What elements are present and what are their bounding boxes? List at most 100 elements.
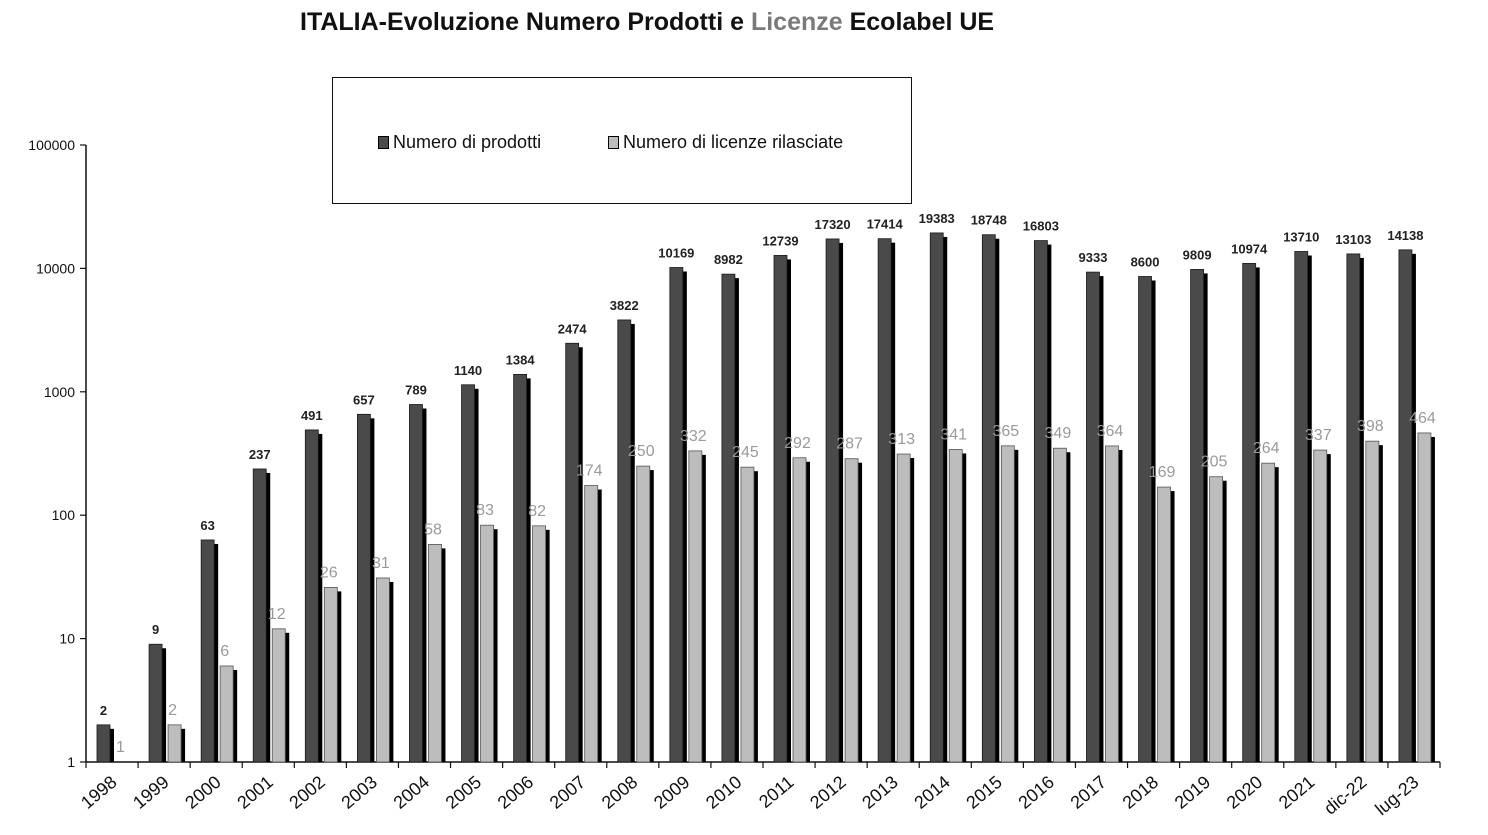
bar-products xyxy=(773,255,788,763)
bar-licenses xyxy=(428,543,442,763)
title-part: e xyxy=(723,8,751,36)
title-part: Ecolabel UE xyxy=(842,8,995,36)
data-label-products: 18748 xyxy=(971,213,1007,228)
data-label-products: 9333 xyxy=(1079,250,1108,265)
bar-products xyxy=(617,319,632,763)
bar-licenses xyxy=(1365,440,1380,763)
data-label-licenses: 2 xyxy=(168,702,177,719)
data-label-licenses: 26 xyxy=(320,564,338,581)
bar-products xyxy=(565,342,580,763)
bar-products xyxy=(1294,251,1309,763)
bar-licenses xyxy=(584,485,599,763)
legend-label-products: Numero di prodotti xyxy=(393,132,542,152)
data-label-licenses: 264 xyxy=(1253,440,1280,457)
x-tick-label: 2004 xyxy=(390,772,434,813)
legend: Numero di prodotti Numero di licenze ril… xyxy=(332,77,912,204)
y-tick-label: 1000 xyxy=(44,384,75,400)
bar-licenses xyxy=(167,724,182,763)
legend-item-licenses: Numero di licenze rilasciate xyxy=(608,132,843,153)
x-tick-label: 2013 xyxy=(858,772,902,813)
bar-licenses xyxy=(480,524,494,763)
data-label-products: 8600 xyxy=(1131,254,1160,269)
x-tick-label: 2011 xyxy=(755,772,798,812)
x-tick-label: 1998 xyxy=(77,772,121,813)
data-label-products: 2474 xyxy=(558,321,588,336)
bar-licenses xyxy=(948,449,963,763)
bar-licenses xyxy=(1157,486,1171,763)
bar-licenses xyxy=(1000,445,1015,763)
data-label-products: 63 xyxy=(200,518,214,533)
legend-swatch-products xyxy=(378,136,389,149)
y-tick-label: 10000 xyxy=(36,260,75,276)
bar-products xyxy=(304,429,319,763)
x-tick-label: 2000 xyxy=(181,772,225,813)
bar-products xyxy=(200,539,215,763)
data-label-products: 9809 xyxy=(1183,247,1212,262)
x-tick-label: 2020 xyxy=(1223,772,1267,813)
data-label-licenses: 205 xyxy=(1201,454,1228,471)
bar-licenses xyxy=(1052,447,1067,763)
x-tick-label: 1999 xyxy=(129,772,173,813)
data-label-licenses: 174 xyxy=(576,463,603,480)
x-tick-label: 2019 xyxy=(1171,772,1215,813)
data-label-products: 12739 xyxy=(762,233,798,248)
bar-products xyxy=(1033,240,1048,763)
bar-licenses xyxy=(896,453,911,763)
bar-licenses xyxy=(740,466,755,763)
x-tick-label: dic-22 xyxy=(1320,772,1370,819)
bar-products xyxy=(1086,271,1100,763)
x-tick-label: 2017 xyxy=(1067,772,1111,813)
data-label-licenses: 332 xyxy=(680,428,707,445)
bar-products xyxy=(461,384,475,763)
bar-products xyxy=(981,234,996,763)
bar-licenses xyxy=(1313,449,1328,763)
data-label-licenses: 287 xyxy=(836,436,863,453)
x-tick-label: 2005 xyxy=(442,772,486,813)
x-tick-label: 2007 xyxy=(546,772,590,813)
data-label-products: 17320 xyxy=(814,217,850,232)
data-label-products: 13103 xyxy=(1335,232,1371,247)
bar-licenses xyxy=(844,458,859,763)
bar-licenses xyxy=(1105,445,1119,763)
bar-products xyxy=(148,643,163,763)
title-part-products: Prodotti xyxy=(627,8,724,36)
bar-licenses xyxy=(532,525,547,763)
data-label-licenses: 313 xyxy=(888,431,915,448)
title-part: ITALIA-Evoluzione Numero xyxy=(300,8,628,36)
data-label-licenses: 464 xyxy=(1409,410,1436,427)
x-tick-label: 2009 xyxy=(650,772,694,813)
data-label-licenses: 349 xyxy=(1045,425,1072,442)
data-label-licenses: 250 xyxy=(628,443,655,460)
title-part-licenses: Licenze xyxy=(750,8,843,36)
data-label-licenses: 245 xyxy=(732,444,759,461)
x-tick-label: 2010 xyxy=(702,772,746,813)
bar-products xyxy=(877,238,892,763)
data-label-products: 1384 xyxy=(506,352,536,367)
x-tick-label: 2015 xyxy=(962,772,1006,813)
data-label-licenses: 82 xyxy=(528,503,546,520)
bar-licenses xyxy=(1209,476,1224,763)
data-label-products: 9 xyxy=(152,622,159,637)
data-label-products: 10974 xyxy=(1231,241,1268,256)
y-tick-label: 10 xyxy=(59,631,75,647)
data-label-products: 2 xyxy=(100,703,107,718)
data-label-licenses: 58 xyxy=(424,521,442,538)
data-label-products: 16803 xyxy=(1023,219,1059,234)
bar-licenses xyxy=(688,450,703,763)
bar-licenses xyxy=(271,628,286,763)
data-label-products: 3822 xyxy=(610,298,639,313)
x-tick-label: 2014 xyxy=(910,772,954,813)
x-tick-label: lug-23 xyxy=(1371,772,1422,819)
data-label-licenses: 365 xyxy=(992,423,1019,440)
data-label-products: 8982 xyxy=(714,252,743,267)
x-tick-label: 2006 xyxy=(494,772,538,813)
bar-licenses xyxy=(636,465,651,763)
x-tick-label: 2002 xyxy=(285,772,329,813)
bar-products xyxy=(252,468,267,763)
data-label-products: 789 xyxy=(405,383,427,398)
data-label-licenses: 364 xyxy=(1097,423,1124,440)
bar-products xyxy=(929,232,944,763)
legend-item-products: Numero di prodotti xyxy=(378,132,541,153)
